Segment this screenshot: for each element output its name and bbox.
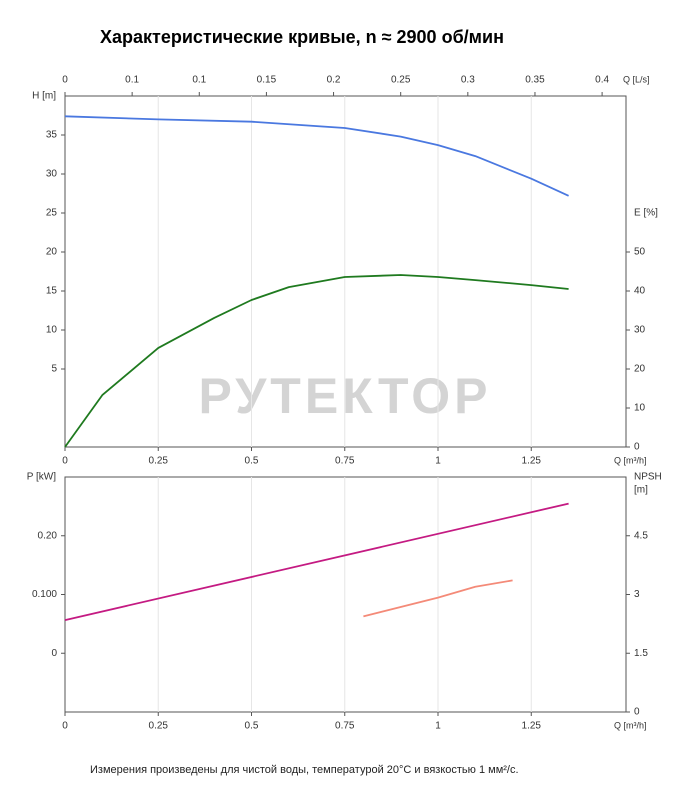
x-tick-label: 0.5 [245,456,259,467]
x-axis-label: Q [m³/h] [614,455,647,465]
y-axis-label: P [kW] [27,472,56,483]
y-tick-label: 0.100 [32,589,57,600]
x-tick-label: 0 [62,721,68,732]
x-tick-label: 0.75 [335,456,355,467]
x-tick-label: 0.25 [149,721,169,732]
x2-tick-label: 0.25 [391,75,411,86]
y-tick-label: 0 [51,648,57,659]
chart-title: Характеристические кривые, n ≈ 2900 об/м… [100,27,504,47]
x-tick-label: 0.75 [335,721,355,732]
series-line [64,502,569,621]
y2-tick-label: 40 [634,286,646,297]
x2-tick-label: 0.4 [595,75,609,86]
y2-tick-label: 10 [634,403,646,414]
y2-tick-label: 1.5 [634,648,648,659]
x2-tick-label: 0.1 [125,75,139,86]
x2-axis-label: Q [L/s] [623,74,650,84]
series-line [64,274,569,448]
y-tick-label: 0.20 [38,530,58,541]
x-tick-label: 0.25 [149,456,169,467]
x2-tick-label: 0.3 [461,75,475,86]
y-axis-label: H [m] [32,91,56,102]
y-tick-label: 25 [46,208,58,219]
series-line [64,115,569,197]
x-tick-label: 1.25 [522,721,542,732]
y2-tick-label: 3 [634,589,640,600]
footnote: Измерения произведены для чистой воды, т… [90,764,519,776]
y-tick-label: 10 [46,325,58,336]
y-tick-label: 30 [46,169,58,180]
y-tick-label: 35 [46,130,58,141]
x2-tick-label: 0 [62,75,68,86]
y2-tick-label: 4.5 [634,530,648,541]
x-axis-label: Q [m³/h] [614,720,647,730]
plot-frame [64,476,627,713]
y2-tick-label: 30 [634,325,646,336]
y-tick-label: 20 [46,247,58,258]
x2-tick-label: 0.2 [327,75,341,86]
y2-axis-label: E [%] [634,208,658,219]
x-tick-label: 0.5 [245,721,259,732]
x-tick-label: 0 [62,456,68,467]
x-tick-label: 1.25 [522,456,542,467]
y2-axis-unit: [m] [634,485,648,496]
y2-tick-label: 50 [634,247,646,258]
x2-tick-label: 0.1 [192,75,206,86]
x2-tick-label: 0.35 [525,75,545,86]
y2-tick-label: 20 [634,364,646,375]
plot-frame [64,95,627,448]
y-tick-label: 5 [51,364,57,375]
y2-tick-label: 0 [634,442,640,453]
y-tick-label: 15 [46,286,58,297]
series-line [363,579,513,618]
y2-axis-label: NPSH [634,472,662,483]
watermark: РУТЕКТОР [199,368,492,424]
y2-tick-label: 0 [634,707,640,718]
x-tick-label: 1 [435,721,441,732]
x2-tick-label: 0.15 [257,75,277,86]
x-tick-label: 1 [435,456,441,467]
